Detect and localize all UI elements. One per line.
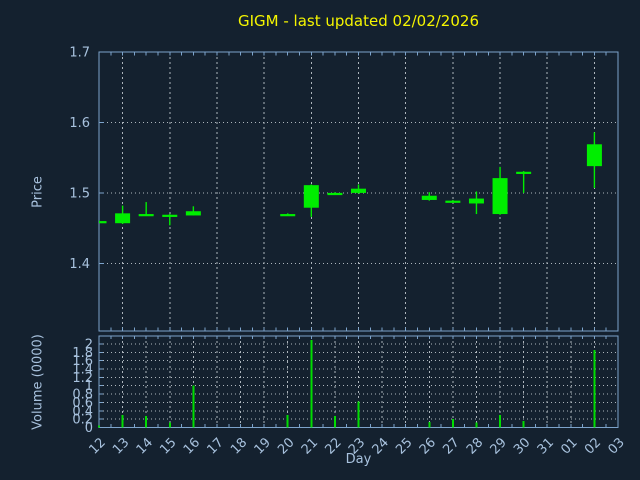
candle-body-day-13	[115, 213, 131, 224]
x-tick-label-17: 17	[204, 435, 226, 457]
x-tick-label-28: 28	[464, 435, 486, 457]
x-tick-label-03: 03	[606, 435, 628, 457]
x-tick-label-27: 27	[440, 435, 462, 457]
candle-body-day-21	[303, 185, 319, 208]
volume-bar-day-26	[428, 422, 431, 428]
x-tick-label-26: 26	[417, 435, 439, 457]
volume-bar-day-14	[145, 416, 148, 428]
x-tick-label-15: 15	[157, 435, 179, 457]
x-tick-label-01: 01	[558, 435, 580, 457]
x-tick-label-14: 14	[134, 435, 156, 457]
candle-body-day-02	[586, 144, 602, 167]
x-tick-label-02: 02	[582, 435, 604, 457]
candle-body-day-22	[327, 192, 343, 196]
x-tick-label-25: 25	[393, 435, 415, 457]
candle-body-day-23	[351, 188, 366, 193]
volume-tick-label-0.4: 0.4	[72, 404, 93, 419]
x-tick-label-29: 29	[488, 435, 510, 457]
x-tick-label-22: 22	[322, 435, 344, 457]
x-tick-label-24: 24	[370, 435, 392, 457]
volume-tick-label-2: 2	[85, 337, 93, 352]
candle-body-day-15	[162, 214, 178, 217]
x-tick-label-20: 20	[275, 435, 297, 457]
volume-tick-label-0: 0	[85, 421, 93, 436]
volume-tick-label-0.2: 0.2	[72, 413, 93, 428]
volume-bar-day-23	[357, 401, 360, 428]
volume-bar-day-20	[286, 414, 289, 428]
x-tick-label-31: 31	[535, 435, 557, 457]
volume-tick-label-1.8: 1.8	[72, 346, 93, 361]
x-tick-label-16: 16	[181, 435, 203, 457]
chart-title: GIGM - last updated 02/02/2026	[238, 12, 479, 30]
x-tick-label-12: 12	[87, 435, 109, 457]
candle-body-day-12	[99, 221, 107, 224]
x-tick-label-19: 19	[252, 435, 274, 457]
volume-bar-day-27	[451, 419, 454, 428]
x-tick-label-21: 21	[299, 435, 321, 457]
candle-body-day-16	[185, 211, 201, 216]
candle-body-day-29	[492, 178, 508, 215]
candle-body-day-27	[445, 200, 461, 203]
x-tick-label-18: 18	[228, 435, 250, 457]
x-tick-label-23: 23	[346, 435, 368, 457]
volume-tick-label-0.8: 0.8	[72, 388, 93, 403]
x-tick-label-13: 13	[110, 435, 132, 457]
volume-tick-label-0.6: 0.6	[72, 396, 93, 411]
volume-bar-day-30	[522, 420, 525, 428]
volume-tick-label-1.4: 1.4	[72, 363, 93, 378]
volume-bar-day-15	[168, 422, 171, 428]
candle-body-day-26	[421, 195, 437, 200]
volume-tick-label-1: 1	[85, 379, 93, 394]
volume-bar-day-21	[310, 339, 313, 428]
volume-bar-day-29	[499, 414, 502, 428]
volume-bar-day-02	[593, 349, 596, 428]
price-tick-label-1.5: 1.5	[69, 186, 90, 201]
candles-group	[99, 132, 602, 226]
candle-body-day-30	[516, 171, 532, 174]
x-tick-label-30: 30	[511, 435, 533, 457]
candle-body-day-20	[280, 214, 296, 217]
price-tick-label-1.6: 1.6	[69, 116, 90, 131]
price-tick-label-1.4: 1.4	[69, 257, 90, 272]
volume-bar-day-16	[192, 385, 195, 428]
volume-bar-day-22	[333, 415, 336, 428]
volume-bar-day-13	[121, 414, 124, 428]
volume-bar-day-28	[475, 422, 478, 428]
x-axis-label: Day	[345, 452, 372, 467]
volume-tick-label-1.6: 1.6	[72, 354, 93, 369]
volume-bar-day-12	[98, 425, 100, 428]
volume-tick-label-1.2: 1.2	[72, 371, 93, 386]
price-tick-label-1.7: 1.7	[69, 46, 90, 61]
candle-body-day-28	[468, 198, 484, 204]
candle-body-day-14	[138, 214, 154, 217]
